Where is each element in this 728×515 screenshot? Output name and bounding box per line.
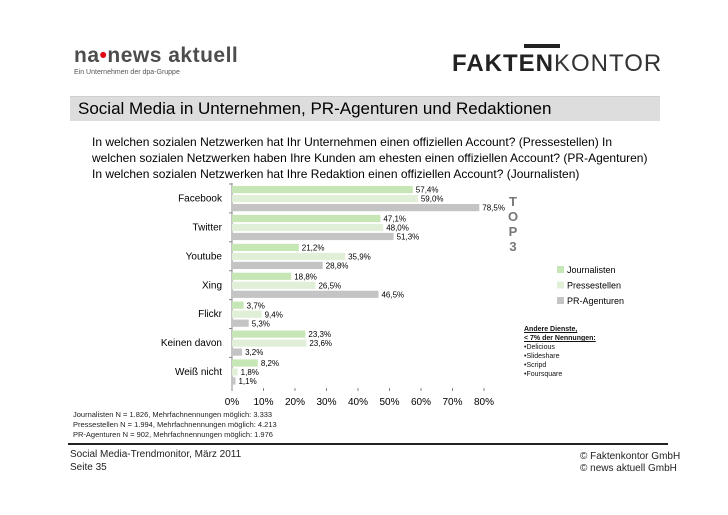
bar-value-label: 8,2% bbox=[261, 359, 279, 368]
category-label: Keinen davon bbox=[161, 338, 222, 349]
footer-source: Social Media-Trendmonitor, März 2011 bbox=[70, 449, 242, 460]
legend-label: PR-Agenturen bbox=[567, 296, 624, 306]
bar-value-label: 51,3% bbox=[397, 233, 420, 242]
x-tick-label: 60% bbox=[411, 397, 431, 408]
bar bbox=[232, 272, 292, 280]
bar bbox=[232, 368, 238, 376]
bar-value-label: 1,1% bbox=[238, 377, 256, 386]
x-tick-label: 10% bbox=[253, 397, 273, 408]
bar-value-label: 48,0% bbox=[386, 224, 409, 233]
bar-value-label: 78,5% bbox=[482, 204, 505, 213]
x-tick-label: 0% bbox=[225, 397, 240, 408]
news-aktuell-subline: Ein Unternehmen der dpa-Gruppe bbox=[74, 69, 180, 76]
bar-value-label: 23,3% bbox=[308, 330, 331, 339]
footer-page: Seite 35 bbox=[70, 462, 107, 473]
bar bbox=[232, 339, 307, 347]
bar bbox=[232, 348, 243, 356]
title-bar bbox=[70, 96, 660, 121]
legend-swatch bbox=[557, 266, 564, 273]
sample-note: Journalisten N = 1.826, Mehrfachnennunge… bbox=[73, 410, 273, 419]
x-tick-label: 40% bbox=[348, 397, 368, 408]
bar bbox=[232, 243, 299, 251]
category-label: Twitter bbox=[193, 223, 223, 234]
legend-swatch bbox=[557, 281, 564, 289]
legend-label: Pressestellen bbox=[567, 281, 621, 291]
bar bbox=[232, 195, 418, 203]
faktenkontor-logo-bar bbox=[524, 44, 560, 48]
bar-value-label: 3,7% bbox=[247, 301, 265, 310]
category-label: Weiß nicht bbox=[175, 367, 222, 378]
slide-title: Social Media in Unternehmen, PR-Agenture… bbox=[78, 99, 552, 118]
bar bbox=[232, 319, 249, 327]
bar bbox=[232, 232, 394, 241]
legend-swatch bbox=[557, 297, 564, 304]
other-service-item: •Delicious bbox=[524, 344, 555, 351]
bar bbox=[232, 359, 258, 367]
bar-value-label: 26,5% bbox=[318, 281, 341, 290]
category-label: Xing bbox=[202, 280, 222, 291]
x-tick-label: 70% bbox=[442, 397, 462, 408]
sample-note: Pressestellen N = 1.994, Mehrfachnennung… bbox=[73, 420, 277, 429]
top3-label: T O P 3 bbox=[507, 194, 519, 254]
footer-copyright-2: © news aktuell GmbH bbox=[580, 463, 677, 474]
bar-value-label: 18,8% bbox=[294, 272, 317, 281]
x-tick-label: 30% bbox=[316, 397, 336, 408]
other-service-item: •Scripd bbox=[524, 362, 547, 369]
bar-value-label: 57,4% bbox=[416, 186, 439, 195]
bar-value-label: 21,2% bbox=[302, 244, 325, 253]
other-services-heading: Andere Dienste, bbox=[524, 326, 578, 333]
bar bbox=[232, 204, 480, 212]
footer-rule bbox=[68, 443, 668, 445]
x-tick-label: 20% bbox=[285, 397, 305, 408]
bar-value-label: 3,2% bbox=[245, 348, 263, 357]
bar-value-label: 23,6% bbox=[309, 339, 332, 348]
bar bbox=[232, 223, 384, 232]
bar-value-label: 35,9% bbox=[348, 253, 371, 262]
bar bbox=[232, 377, 236, 385]
category-label: Facebook bbox=[178, 194, 223, 205]
survey-questions: In welchen sozialen Netzwerken hat Ihr U… bbox=[92, 134, 647, 182]
other-service-item: •Foursquare bbox=[524, 371, 563, 378]
bar-value-label: 1,8% bbox=[241, 368, 259, 377]
category-label: Youtube bbox=[186, 251, 223, 262]
bar bbox=[232, 281, 316, 289]
bar bbox=[232, 310, 262, 318]
bar-value-label: 46,5% bbox=[381, 290, 404, 299]
other-service-item: •Slideshare bbox=[524, 353, 560, 360]
question-line: In welchen sozialen Netzwerken hat Ihr U… bbox=[92, 135, 613, 149]
other-services-note: Andere Dienste, < 7% der Nennungen: •Del… bbox=[524, 325, 596, 379]
sample-note: PR-Agenturen N = 902, Mehrfachnennungen … bbox=[73, 430, 273, 439]
bar bbox=[232, 252, 346, 260]
legend-label: Journalisten bbox=[567, 265, 616, 275]
question-line: welchen sozialen Netzwerken haben Ihre K… bbox=[92, 151, 648, 165]
bar bbox=[232, 290, 379, 298]
bar bbox=[232, 330, 306, 338]
bar bbox=[232, 186, 413, 194]
bar-value-label: 9,4% bbox=[265, 310, 283, 319]
bar bbox=[232, 261, 323, 269]
other-services-subheading: < 7% der Nennungen: bbox=[524, 335, 596, 342]
bar-value-label: 47,1% bbox=[383, 215, 406, 224]
bar bbox=[232, 301, 244, 309]
question-line: In welchen sozialen Netzwerken hat Ihre … bbox=[92, 167, 580, 181]
bar bbox=[232, 214, 381, 223]
x-tick-label: 80% bbox=[474, 397, 494, 408]
footer-copyright-1: © Faktenkontor GmbH bbox=[580, 451, 681, 462]
faktenkontor-logo: FAKTENKONTOR bbox=[452, 50, 663, 77]
bar-value-label: 28,8% bbox=[326, 262, 349, 271]
x-tick-label: 50% bbox=[379, 397, 399, 408]
category-label: Flickr bbox=[198, 309, 223, 320]
bar-value-label: 5,3% bbox=[252, 319, 270, 328]
bar-value-label: 59,0% bbox=[421, 195, 444, 204]
news-aktuell-logo: na•news aktuell bbox=[74, 44, 239, 67]
